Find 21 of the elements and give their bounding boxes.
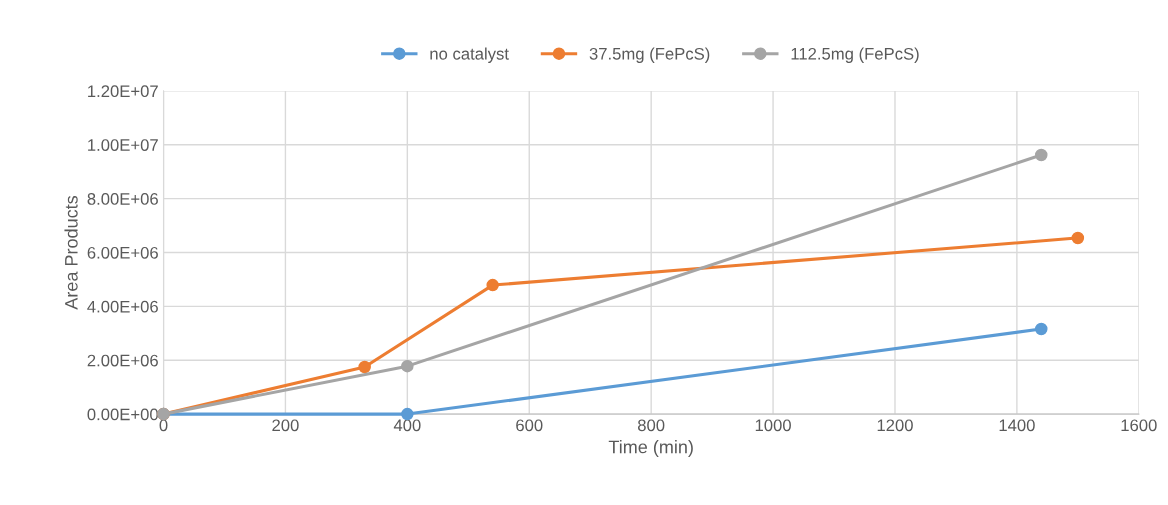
y-axis-title: Area Products: [64, 195, 78, 310]
legend-label: 37.5mg (FePcS): [589, 47, 710, 63]
x-tick-label: 1600: [1121, 419, 1157, 432]
x-tick-label: 1200: [877, 419, 913, 432]
y-tick-label: 1.00E+07: [88, 139, 158, 151]
legend-label: no catalyst: [430, 47, 509, 63]
x-tick-label: 200: [272, 419, 299, 432]
x-tick-label: 1000: [755, 419, 791, 432]
x-tick-label: 600: [516, 419, 543, 432]
y-tick-label: 1.20E+07: [88, 85, 158, 98]
y-tick-label: 6.00E+06: [87, 246, 158, 259]
x-tick-label: 0: [159, 419, 168, 432]
legend-label: 112.5mg (FePcS): [791, 47, 919, 63]
x-tick-label: 400: [393, 419, 421, 432]
y-tick-label: 2.00E+06: [87, 354, 158, 367]
y-tick-label: 8.00E+06: [87, 193, 158, 205]
y-tick-label: 4.00E+06: [87, 300, 158, 313]
x-tick-label: 800: [637, 419, 665, 432]
x-tick-label: 1400: [999, 419, 1035, 432]
y-tick-label: 0.00E+00: [87, 408, 159, 421]
x-axis-title: Time (min): [608, 440, 693, 457]
